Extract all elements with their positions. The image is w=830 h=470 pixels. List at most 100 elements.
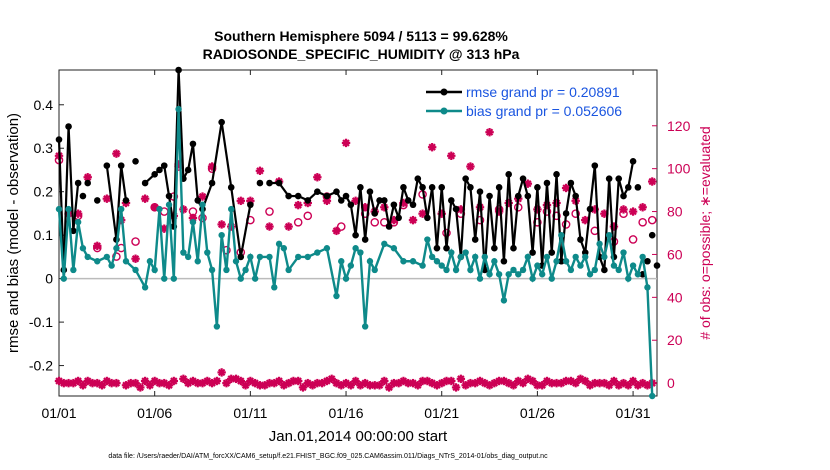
bias-point: [548, 275, 555, 282]
obs-evaluated-low-marker-stroke: [495, 377, 503, 385]
rmse-point: [462, 175, 469, 182]
obs-evaluated-marker-stroke: [342, 139, 350, 147]
y-tick-label: 0.2: [34, 184, 54, 200]
obs-evaluated-low-marker-stroke: [399, 377, 408, 385]
obs-possible-marker: [303, 211, 313, 221]
obs-evaluated-low-marker: [54, 376, 64, 386]
obs-evaluated-low-marker: [600, 378, 609, 388]
obs-possible-marker: [571, 209, 580, 218]
bias-point: [577, 262, 584, 269]
obs-evaluated-low-marker-stroke: [170, 377, 178, 385]
obs-evaluated-marker-stroke: [150, 203, 159, 211]
bias-point: [620, 249, 627, 256]
obs-evaluated-low-marker: [236, 376, 245, 386]
obs-evaluated-low-marker: [475, 376, 485, 386]
obs-evaluated-marker: [102, 194, 112, 203]
rmse-point: [438, 184, 446, 191]
obs-evaluated-marker-stroke: [83, 173, 92, 181]
rmse-point: [500, 257, 508, 265]
obs-evaluated-low-marker-stroke: [332, 379, 341, 387]
rmse-point: [471, 236, 479, 243]
obs-evaluated-low-marker-stroke: [610, 377, 618, 385]
rmse-line-segment: [459, 178, 467, 257]
bias-point: [79, 245, 87, 252]
bias-point: [84, 253, 91, 261]
obs-possible-marker: [647, 215, 657, 225]
bias-point: [275, 240, 283, 248]
obs-evaluated-low-marker-stroke: [55, 377, 63, 385]
rmse-point: [543, 179, 551, 187]
rmse-point: [337, 197, 345, 204]
bias-line: [57, 109, 654, 397]
bias-point: [553, 258, 560, 265]
rmse-point: [361, 236, 369, 243]
obs-evaluated-marker-stroke: [409, 216, 417, 224]
obs-evaluated-low-marker: [83, 376, 92, 386]
rmse-line-segment: [211, 121, 223, 184]
rmse-line-segment: [230, 187, 242, 258]
bias-point: [462, 249, 469, 256]
obs-evaluated-low-marker: [160, 378, 169, 388]
bias-point: [428, 253, 436, 261]
bias-point: [184, 253, 192, 261]
rmse-point: [447, 197, 455, 204]
bias-point: [529, 275, 536, 282]
rmse-point: [151, 171, 158, 178]
rmse-line-segment: [163, 165, 171, 197]
rmse-point: [117, 162, 125, 169]
x-tick-label: 01/16: [329, 405, 364, 421]
obs-evaluated-low-marker-stroke: [600, 379, 609, 387]
rmse-point: [519, 175, 527, 182]
obs-evaluated-marker-stroke: [447, 152, 456, 160]
obs-evaluated-low-marker-stroke: [64, 379, 73, 387]
rmse-point: [237, 253, 245, 261]
bias-point: [649, 392, 656, 400]
rmse-point: [132, 157, 139, 165]
bias-point: [433, 258, 441, 265]
rmse-line-segment: [584, 208, 592, 253]
rmse-point: [333, 188, 340, 196]
obs-possible-marker: [265, 207, 274, 216]
rmse-point: [400, 184, 407, 191]
bias-point: [189, 218, 197, 226]
obs-evaluated-low-marker: [523, 374, 533, 384]
rmse-point: [495, 184, 503, 191]
bias-point: [228, 205, 235, 213]
obs-evaluated-low-marker: [217, 368, 226, 377]
bias-point: [204, 249, 211, 256]
obs-evaluated-marker-stroke: [466, 162, 475, 171]
legend-rmse-marker: [440, 88, 448, 96]
rmse-point: [634, 184, 642, 191]
obs-evaluated-low-marker: [609, 376, 619, 386]
obs-evaluated-marker: [131, 254, 140, 263]
obs-possible-marker: [628, 235, 638, 244]
rmse-point: [275, 179, 283, 187]
rmse-point: [605, 175, 613, 182]
bias-point: [237, 275, 244, 282]
obs-evaluated-marker-stroke: [74, 209, 82, 218]
bias-point: [381, 240, 388, 248]
obs-possible-marker: [131, 237, 140, 246]
bias-point: [596, 240, 603, 248]
obs-evaluated-low-marker: [533, 381, 542, 390]
y-tick-label: 0.4: [34, 97, 54, 113]
obs-evaluated-marker-stroke: [528, 377, 537, 385]
bias-point: [266, 253, 273, 261]
bias-point: [443, 266, 450, 274]
footnote: data file: /Users/raeder/DAI/ATM_forcXX/…: [108, 453, 548, 460]
bias-point: [562, 258, 570, 265]
obs-evaluated-low-marker: [313, 378, 322, 388]
obs-evaluated-marker: [466, 162, 475, 171]
rmse-point: [189, 140, 197, 148]
obs-evaluated-low-marker: [456, 374, 466, 384]
obs-evaluated-low-marker: [552, 378, 561, 388]
bias-point: [342, 275, 350, 282]
obs-evaluated-marker: [485, 127, 494, 137]
obs-evaluated-marker: [179, 205, 188, 214]
rmse-point: [256, 179, 264, 187]
rmse-line-segment: [57, 139, 65, 270]
rmse-line-segment: [67, 126, 75, 231]
obs-evaluated-marker: [140, 194, 150, 203]
bias-point: [103, 253, 111, 261]
